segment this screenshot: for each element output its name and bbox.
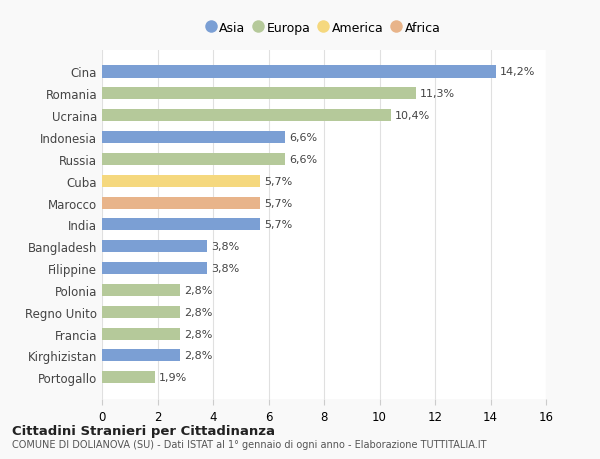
Bar <box>102 306 180 318</box>
Text: 3,8%: 3,8% <box>212 263 240 274</box>
Text: 2,8%: 2,8% <box>184 307 212 317</box>
Text: 10,4%: 10,4% <box>395 111 430 121</box>
Bar <box>102 132 285 144</box>
Bar <box>102 219 260 231</box>
Bar <box>102 241 208 253</box>
Text: 2,8%: 2,8% <box>184 329 212 339</box>
Bar <box>102 197 260 209</box>
Text: COMUNE DI DOLIANOVA (SU) - Dati ISTAT al 1° gennaio di ogni anno - Elaborazione : COMUNE DI DOLIANOVA (SU) - Dati ISTAT al… <box>12 440 487 449</box>
Text: 2,8%: 2,8% <box>184 351 212 361</box>
Bar <box>102 371 155 383</box>
Bar <box>102 153 285 166</box>
Bar <box>102 67 496 78</box>
Bar <box>102 284 180 297</box>
Text: 3,8%: 3,8% <box>212 242 240 252</box>
Bar <box>102 350 180 362</box>
Bar <box>102 328 180 340</box>
Text: 5,7%: 5,7% <box>265 176 293 186</box>
Bar <box>102 88 416 100</box>
Text: 6,6%: 6,6% <box>289 133 317 143</box>
Text: 5,7%: 5,7% <box>265 198 293 208</box>
Text: 6,6%: 6,6% <box>289 155 317 164</box>
Text: Cittadini Stranieri per Cittadinanza: Cittadini Stranieri per Cittadinanza <box>12 424 275 437</box>
Text: 11,3%: 11,3% <box>420 89 455 99</box>
Bar <box>102 263 208 274</box>
Text: 1,9%: 1,9% <box>159 373 187 382</box>
Legend: Asia, Europa, America, Africa: Asia, Europa, America, Africa <box>204 18 444 39</box>
Bar <box>102 110 391 122</box>
Text: 2,8%: 2,8% <box>184 285 212 295</box>
Text: 5,7%: 5,7% <box>265 220 293 230</box>
Bar <box>102 175 260 187</box>
Text: 14,2%: 14,2% <box>500 67 536 77</box>
